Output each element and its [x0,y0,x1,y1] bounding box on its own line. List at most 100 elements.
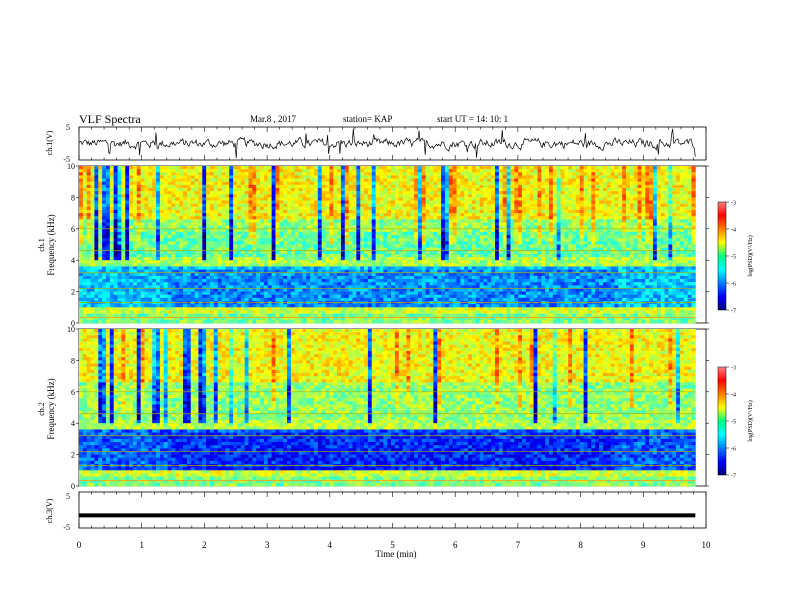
spectrogram-cell [236,172,242,176]
spectrogram-cell [637,172,642,176]
spectrogram-cell [194,175,199,179]
spectrogram-cell [302,238,307,242]
spectrogram-cell [379,206,384,211]
spectrogram-cell [306,200,311,205]
spectrogram-cell [125,166,130,170]
spectrogram-cell [402,250,407,255]
spectrogram-cell [679,172,685,176]
spectrogram-cell [683,253,689,258]
spectrogram-cell [321,191,326,195]
spectrogram-cell [668,228,673,233]
spectrogram-cell [279,169,284,173]
spectrogram-cell [679,213,685,217]
spectrogram-cell [302,206,307,211]
spectrogram-cell [579,222,585,227]
spectrogram-cell [283,178,288,183]
spectrogram-cell [433,175,438,179]
spectrogram-cell [213,194,219,198]
spectrogram-cell [364,222,369,227]
spectrogram-cell [86,244,91,249]
spectrogram-cell [487,235,492,239]
spectrogram-cell [406,194,411,198]
spectrogram-cell [383,191,388,195]
spectrogram-cell [82,219,88,223]
spectrogram-cell [448,216,454,220]
spectrogram-cell [287,257,292,261]
spectrogram-cell [575,181,581,186]
spectrogram-cell [125,257,130,261]
spectrogram-cell [202,178,207,183]
spectrogram-cell [672,166,677,170]
spectrogram-cell [633,225,638,230]
spectrogram-cell [656,175,662,179]
spectrogram-cell [364,169,369,173]
spectrogram-cell [641,235,646,239]
spectrogram-cell [626,244,631,249]
spectrogram-cell [575,225,581,230]
spectrogram-cell [79,172,84,176]
spectrogram-cell [437,175,442,179]
spectrogram-cell [213,203,219,208]
spectrogram-cell [287,231,292,236]
spectrogram-cell [560,206,565,211]
spectrogram-cell [560,203,565,208]
spectrogram-cell [263,166,269,170]
spectrogram-cell [294,222,299,227]
spectrogram-cell [522,216,527,220]
spectrogram-cell [156,231,161,236]
spectrogram-cell [267,216,272,220]
spectrogram-cell [533,257,538,261]
spectrogram-cell [479,209,484,214]
spectrogram-cell [456,197,461,201]
spectrogram-cell [541,241,546,245]
spectrogram-cell [313,172,319,176]
spectrogram-cell [105,172,111,176]
spectrogram-cell [664,209,669,214]
spectrogram-cell [267,244,272,249]
spectrogram-cell [156,213,161,217]
spectrogram-cell [387,244,392,249]
spectrogram-cell [560,172,565,176]
spectrogram-cell [244,231,249,236]
spectrogram-cell [587,166,592,170]
spectrogram-cell [572,181,577,186]
spectrogram-cell [468,181,473,186]
spectrogram-cell [545,197,550,201]
spectrogram-cell [310,244,315,249]
spectrogram-cell [456,200,461,205]
spectrogram-cell [375,257,380,261]
spectrogram-cell [421,235,427,239]
spectrogram-cell [275,181,280,186]
spectrogram-cell [290,166,296,170]
spectrogram-cell [629,194,635,198]
spectrogram-cell [425,169,430,173]
spectrogram-cell [267,181,272,186]
spectrogram-cell [90,238,95,242]
spectrogram-cell [606,235,611,239]
spectrogram-cell [452,197,457,201]
spectrogram-cell [202,172,207,176]
spectrogram-cell [379,244,384,249]
spectrogram-cell [683,244,689,249]
spectrogram-cell [283,191,288,195]
spectrogram-cell [587,250,592,255]
spectrogram-cell [148,172,153,176]
spectrogram-cell [498,241,504,245]
spectrogram-cell [229,200,234,205]
spectrogram-cell [522,178,527,183]
spectrogram-cell [279,225,284,230]
spectrogram-cell [190,178,195,183]
spectrogram-cell [676,250,681,255]
spectrogram-cell [398,197,403,201]
spectrogram-cell [602,175,608,179]
spectrogram-cell [441,209,446,214]
spectrogram-cell [364,228,369,233]
spectrogram-cell [629,166,635,170]
spectrogram-cell [186,203,192,208]
spectrogram-cell [575,172,581,176]
spectrogram-cell [325,260,330,264]
spectrogram-cell [217,172,222,176]
spectrogram-cell [102,203,107,208]
spectrogram-cell [502,169,507,173]
spectrogram-cell [660,241,665,245]
